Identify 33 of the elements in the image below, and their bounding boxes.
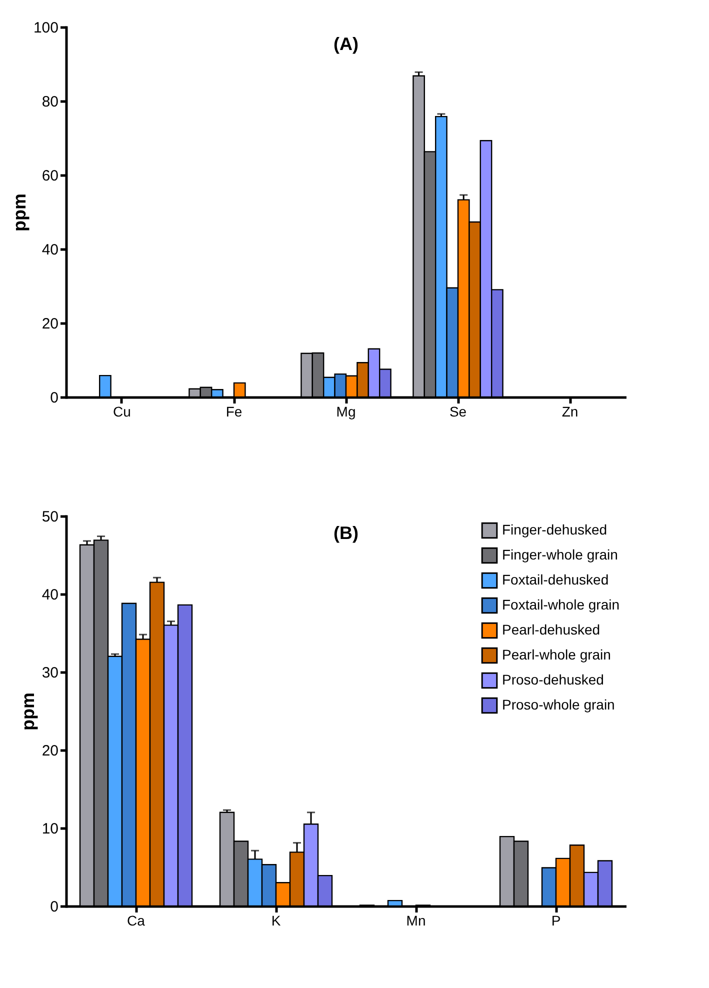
x-tick-label: P <box>551 912 561 928</box>
legend-label: Proso-whole grain <box>502 696 615 712</box>
chart-title: (A) <box>334 34 358 54</box>
x-tick-label: Se <box>449 404 467 420</box>
x-tick-label: Mn <box>406 912 426 928</box>
x-tick-label: Zn <box>562 404 578 420</box>
y-tick-label: 0 <box>50 390 58 406</box>
x-tick-label: Ca <box>127 912 146 928</box>
y-tick-label: 80 <box>42 94 58 110</box>
y-tick-label: 20 <box>42 742 58 760</box>
y-tick-label: 50 <box>42 508 58 526</box>
x-tick-label: Cu <box>113 404 131 420</box>
y-axis-title: ppm <box>18 692 38 730</box>
legend-label: Pearl-dehusked <box>502 622 600 638</box>
legend-label: Foxtail-dehusked <box>502 572 609 588</box>
legend-label: Pearl-whole grain <box>502 646 611 662</box>
x-tick-label: Fe <box>226 404 242 420</box>
y-tick-label: 0 <box>50 898 58 916</box>
legend-label: Finger-whole grain <box>502 546 618 562</box>
chart-title: (B) <box>334 523 358 543</box>
y-axis-title: ppm <box>9 194 30 232</box>
x-tick-label: Mg <box>336 404 356 420</box>
y-tick-label: 40 <box>42 586 58 604</box>
y-tick-label: 40 <box>42 242 58 258</box>
y-tick-label: 10 <box>42 820 58 838</box>
y-tick-label: 30 <box>42 664 58 682</box>
y-tick-label: 60 <box>42 168 58 184</box>
legend-label: Foxtail-whole grain <box>502 596 620 612</box>
legend-label: Proso-dehusked <box>502 672 604 688</box>
x-tick-label: K <box>271 912 282 928</box>
legend-label: Finger-dehusked <box>502 522 608 538</box>
y-tick-label: 20 <box>42 316 58 332</box>
y-tick-label: 100 <box>33 20 58 36</box>
